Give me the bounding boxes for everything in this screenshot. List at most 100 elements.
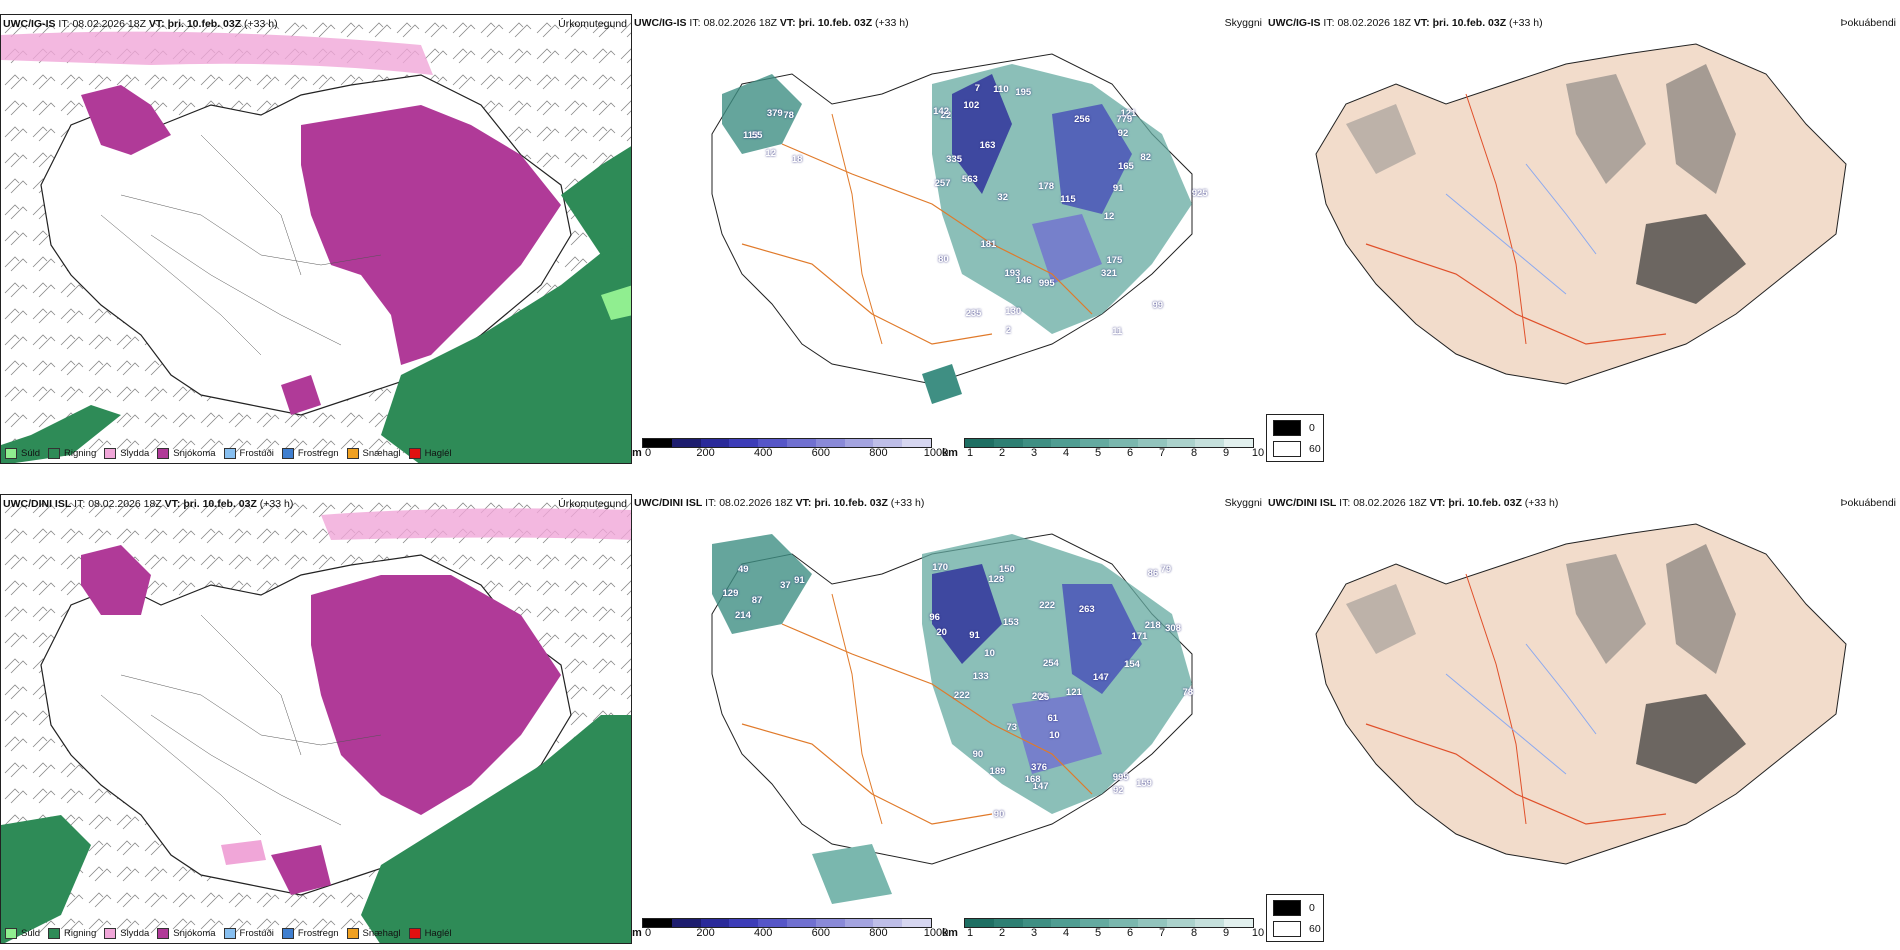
panel-visibility-top: UWC/IG-IS IT: 08.02.2026 18Z VT: þri. 10…: [632, 14, 1266, 464]
colorbar-segment: [1022, 919, 1052, 927]
vt-label: VT:: [779, 17, 796, 29]
visibility-unit: km: [942, 447, 958, 459]
cloudbase-value-label: 142: [933, 106, 949, 118]
legend-item: Súld: [5, 448, 40, 459]
road-interior: [1465, 573, 1527, 825]
colorbar-segment: [993, 919, 1023, 927]
colorbar-tick-label: 7: [1158, 927, 1166, 939]
model-name: UWC/DINI ISL: [1268, 497, 1337, 509]
river-north: [1525, 163, 1597, 255]
legend-label: Súld: [21, 448, 41, 459]
cloudbase-value-label: 115: [1060, 194, 1076, 206]
panel-title: Úrkomutegund: [558, 18, 627, 30]
colorbar-segment: [1166, 439, 1196, 447]
cloudbase-colorbar: m 0 200 400 600 800 1000: [632, 918, 948, 944]
cloudbase-unit: m: [632, 447, 642, 459]
lead-time: (+33 h): [875, 17, 909, 29]
cloudbase-value-label: 90: [972, 749, 984, 761]
colorbar-tick-label: 800: [869, 447, 888, 459]
colorbar-tick-label: 9: [1222, 927, 1230, 939]
panel-header: UWC/DINI ISL IT: 08.02.2026 18Z VT: þri.…: [1268, 497, 1558, 509]
visibility-bar: [964, 918, 1254, 928]
fog-northeast: [1666, 64, 1736, 194]
colorbar-segment: [1022, 439, 1052, 447]
snow-east: [301, 105, 561, 365]
legend-item: Snjókoma: [157, 928, 216, 939]
colorbar-tick-label: 4: [1062, 447, 1070, 459]
it-value: 08.02.2026 18Z: [1337, 17, 1411, 29]
visibility-south: [922, 364, 962, 404]
colorbar-segment: [643, 919, 672, 927]
legend-swatch: [346, 928, 359, 939]
cloudbase-value-label: 159: [1136, 778, 1152, 790]
colorbar-segment: [758, 919, 787, 927]
cloudbase-value-label: 178: [1038, 181, 1055, 193]
cloudbase-value-label: 121: [1120, 107, 1137, 119]
colorbar-tick-label: 1000: [923, 927, 949, 939]
colorbar-segment: [1051, 919, 1081, 927]
colorbar-segment: [729, 439, 759, 447]
cloudbase-value-label: 376: [1031, 762, 1048, 774]
colorbar-segment: [965, 439, 994, 447]
vt-value: þri. 10.feb. 03Z: [1432, 17, 1507, 29]
legend-label: Rigning: [64, 928, 97, 939]
cloudbase-bar: [642, 918, 932, 928]
legend-swatch: [281, 448, 294, 459]
fog-vatnajokull: [1636, 214, 1746, 304]
cloudbase-value-label: 133: [972, 670, 989, 682]
vt-value: þri. 10.feb. 03Z: [167, 18, 242, 30]
road-kjolur: [831, 113, 883, 345]
colorbar-segment: [1080, 439, 1109, 447]
cloudbase-low-east: [1062, 584, 1142, 694]
map-fog-bottom: [1315, 523, 1847, 865]
cloudbase-value-label: 91: [794, 574, 805, 586]
fog-legend-row: 0: [1273, 900, 1315, 916]
legend-label: Rigning: [64, 448, 97, 459]
legend-item: Snæhagl: [346, 928, 401, 939]
it-label: IT:: [1339, 497, 1351, 509]
colorbar-tick-label: 600: [811, 447, 830, 459]
cloudbase-value-label: 87: [751, 595, 763, 607]
it-value: 08.02.2026 18Z: [72, 18, 146, 30]
colorbar-tick-label: 8: [1190, 927, 1198, 939]
lead-time: (+33 h): [1509, 17, 1543, 29]
colorbar-tick-label: 1: [966, 447, 974, 459]
drizzle-east: [601, 285, 631, 320]
cloudbase-value-label: 779: [1116, 113, 1133, 125]
cloudbase-value-label: 121: [1065, 687, 1082, 699]
colorbar-tick-label: 2: [998, 927, 1006, 939]
cloudbase-value-label: 96: [929, 612, 940, 624]
colorbar-segment: [844, 919, 874, 927]
cloudbase-value-label: 55: [751, 129, 763, 141]
legend-label: Slydda: [120, 448, 150, 459]
cloudbase-value-label: 80: [938, 253, 949, 265]
vt-label: VT:: [1413, 17, 1430, 29]
visibility-south: [812, 844, 892, 904]
fog-westfjords: [1346, 104, 1416, 174]
panel-header: UWC/DINI ISL IT: 08.02.2026 18Z VT: þri.…: [634, 497, 924, 509]
legend-swatch: [104, 928, 117, 939]
it-value: 08.02.2026 18Z: [703, 17, 777, 29]
vt-label: VT:: [795, 497, 812, 509]
vt-label: VT:: [164, 498, 181, 510]
legend-swatch: [157, 448, 170, 459]
legend-label: Súld: [21, 928, 41, 939]
river-north: [1525, 643, 1597, 735]
model-name: UWC/DINI ISL: [3, 498, 72, 510]
fog-legend-top: 0 60: [1266, 414, 1324, 462]
colorbar-segment: [993, 439, 1023, 447]
river-thjorsa: [1445, 673, 1567, 775]
cloudbase-value-label: 193: [1004, 267, 1021, 279]
legend-item: Snæhagl: [346, 448, 401, 459]
cloudbase-value-label: 92: [1117, 127, 1129, 139]
panel-fog-top: UWC/IG-IS IT: 08.02.2026 18Z VT: þri. 10…: [1266, 14, 1900, 464]
legend-item: Slydda: [104, 448, 149, 459]
snow-nw: [81, 545, 151, 615]
road-interior: [1465, 93, 1527, 345]
cloudbase-value-label: 181: [980, 238, 997, 250]
panel-title: Úrkomutegund: [558, 498, 627, 510]
fog-westfjords: [1346, 584, 1416, 654]
colorbar-segment: [1224, 919, 1253, 927]
cloudbase-value-label: 110: [993, 83, 1009, 95]
colorbar-segment: [1137, 919, 1167, 927]
